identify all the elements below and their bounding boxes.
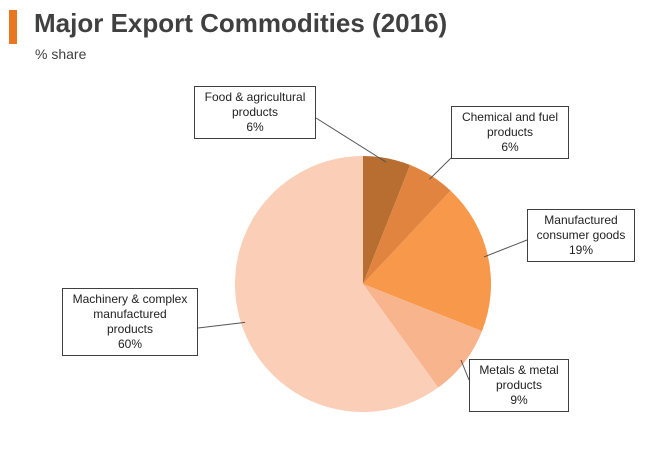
- slice-label-metals: Metals & metal products 9%: [469, 359, 569, 412]
- pie-slice-metals: [363, 284, 483, 388]
- slice-label-food: Food & agricultural products 6%: [194, 86, 316, 139]
- leader-line-consumer-goods: [483, 239, 528, 258]
- leader-line-machinery: [197, 321, 246, 329]
- leader-line-food: [315, 117, 387, 163]
- slice-label-consumer-goods: Manufactured consumer goods 19%: [527, 209, 635, 262]
- leader-line-chemical: [429, 157, 452, 180]
- chart-title: Major Export Commodities (2016): [34, 8, 448, 38]
- slice-label-chemical: Chemical and fuel products 6%: [451, 106, 569, 159]
- title-accent-bar: [9, 10, 17, 44]
- pie-slice-consumer-goods: [363, 190, 491, 332]
- pie-slice-food: [363, 156, 411, 284]
- pie-slice-chemical: [363, 164, 451, 284]
- leader-line-metals: [460, 359, 470, 381]
- slice-label-machinery: Machinery & complex manufactured product…: [62, 288, 198, 356]
- pie-slice-machinery: [234, 156, 439, 412]
- chart-subtitle: % share: [35, 46, 87, 62]
